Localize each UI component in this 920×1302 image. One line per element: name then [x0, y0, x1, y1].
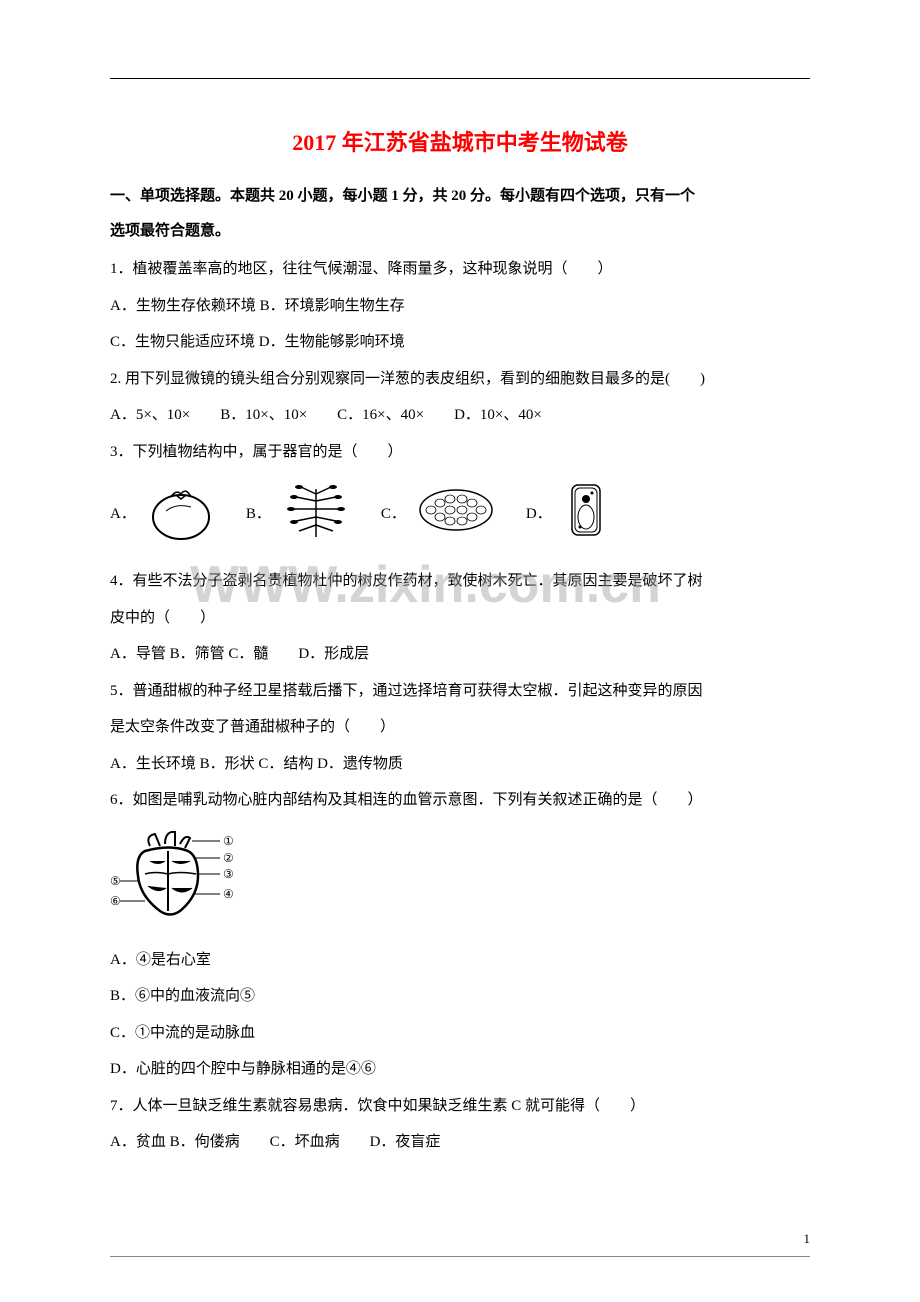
- question-4-line1: 4．有些不法分子盗剥名贵植物杜仲的树皮作药材，致使树木死亡．其原因主要是破坏了树: [110, 564, 810, 599]
- svg-text:①: ①: [223, 834, 234, 848]
- question-6-option-a: A．④是右心室: [110, 943, 810, 978]
- question-4-options: A．导管 B．筛管 C．髓 D．形成层: [110, 637, 810, 672]
- q3-label-c: C．: [381, 502, 406, 523]
- question-1-options-1: A．生物生存依赖环境 B．环境影响生物生存: [110, 289, 810, 324]
- question-3-options-row: A． B． C．: [110, 479, 810, 546]
- heart-diagram: ① ② ③ ④ ⑤ ⑥: [110, 826, 810, 931]
- question-7: 7．人体一旦缺乏维生素就容易患病．饮食中如果缺乏维生素 C 就可能得（ ）: [110, 1089, 810, 1124]
- section-header: 一、单项选择题。本题共 20 小题，每小题 1 分，共 20 分。每小题有四个选…: [110, 179, 810, 248]
- top-border-line: [110, 78, 810, 79]
- q3-option-c: C．: [381, 485, 496, 540]
- question-3: 3．下列植物结构中，属于器官的是（ ）: [110, 435, 810, 470]
- question-2-options: A．5×、10× B．10×、10× C．16×、40× D．10×、40×: [110, 398, 810, 433]
- tissue-icon: [416, 485, 496, 540]
- question-1: 1．植被覆盖率高的地区，往往气候潮湿、降雨量多，这种现象说明（ ）: [110, 252, 810, 287]
- q3-label-d: D．: [526, 502, 552, 523]
- q3-label-a: A．: [110, 502, 136, 523]
- svg-text:⑥: ⑥: [110, 894, 121, 908]
- q3-option-d: D．: [526, 479, 610, 546]
- question-2: 2. 用下列显微镜的镜头组合分别观察同一洋葱的表皮组织，看到的细胞数目最多的是(…: [110, 362, 810, 397]
- section-line1: 一、单项选择题。本题共 20 小题，每小题 1 分，共 20 分。每小题有四个选…: [110, 188, 695, 204]
- tomato-icon: [146, 479, 216, 546]
- question-6-option-c: C．①中流的是动脉血: [110, 1016, 810, 1051]
- svg-text:②: ②: [223, 851, 234, 865]
- q3-label-b: B．: [246, 502, 271, 523]
- cell-icon: [562, 479, 610, 546]
- q3-option-b: B．: [246, 479, 351, 546]
- question-6-option-b: B．⑥中的血液流向⑤: [110, 979, 810, 1014]
- question-6-option-d: D．心脏的四个腔中与静脉相通的是④⑥: [110, 1052, 810, 1087]
- svg-text:⑤: ⑤: [110, 874, 121, 888]
- question-7-options: A．贫血 B．佝偻病 C．坏血病 D．夜盲症: [110, 1125, 810, 1160]
- plant-icon: [281, 479, 351, 546]
- question-4-line2: 皮中的（ ）: [110, 601, 810, 636]
- svg-text:④: ④: [223, 887, 234, 901]
- page-title: 2017 年江苏省盐城市中考生物试卷: [110, 125, 810, 157]
- question-1-options-2: C．生物只能适应环境 D．生物能够影响环境: [110, 325, 810, 360]
- section-line2: 选项最符合题意。: [110, 223, 230, 239]
- question-5-line2: 是太空条件改变了普通甜椒种子的（ ）: [110, 710, 810, 745]
- bottom-border-line: [110, 1256, 810, 1257]
- svg-text:③: ③: [223, 867, 234, 881]
- question-5-options: A．生长环境 B．形状 C．结构 D．遗传物质: [110, 747, 810, 782]
- question-5-line1: 5．普通甜椒的种子经卫星搭载后播下，通过选择培育可获得太空椒．引起这种变异的原因: [110, 674, 810, 709]
- q3-option-a: A．: [110, 479, 216, 546]
- page-number: 1: [804, 1231, 811, 1247]
- question-6: 6．如图是哺乳动物心脏内部结构及其相连的血管示意图．下列有关叙述正确的是（ ）: [110, 783, 810, 818]
